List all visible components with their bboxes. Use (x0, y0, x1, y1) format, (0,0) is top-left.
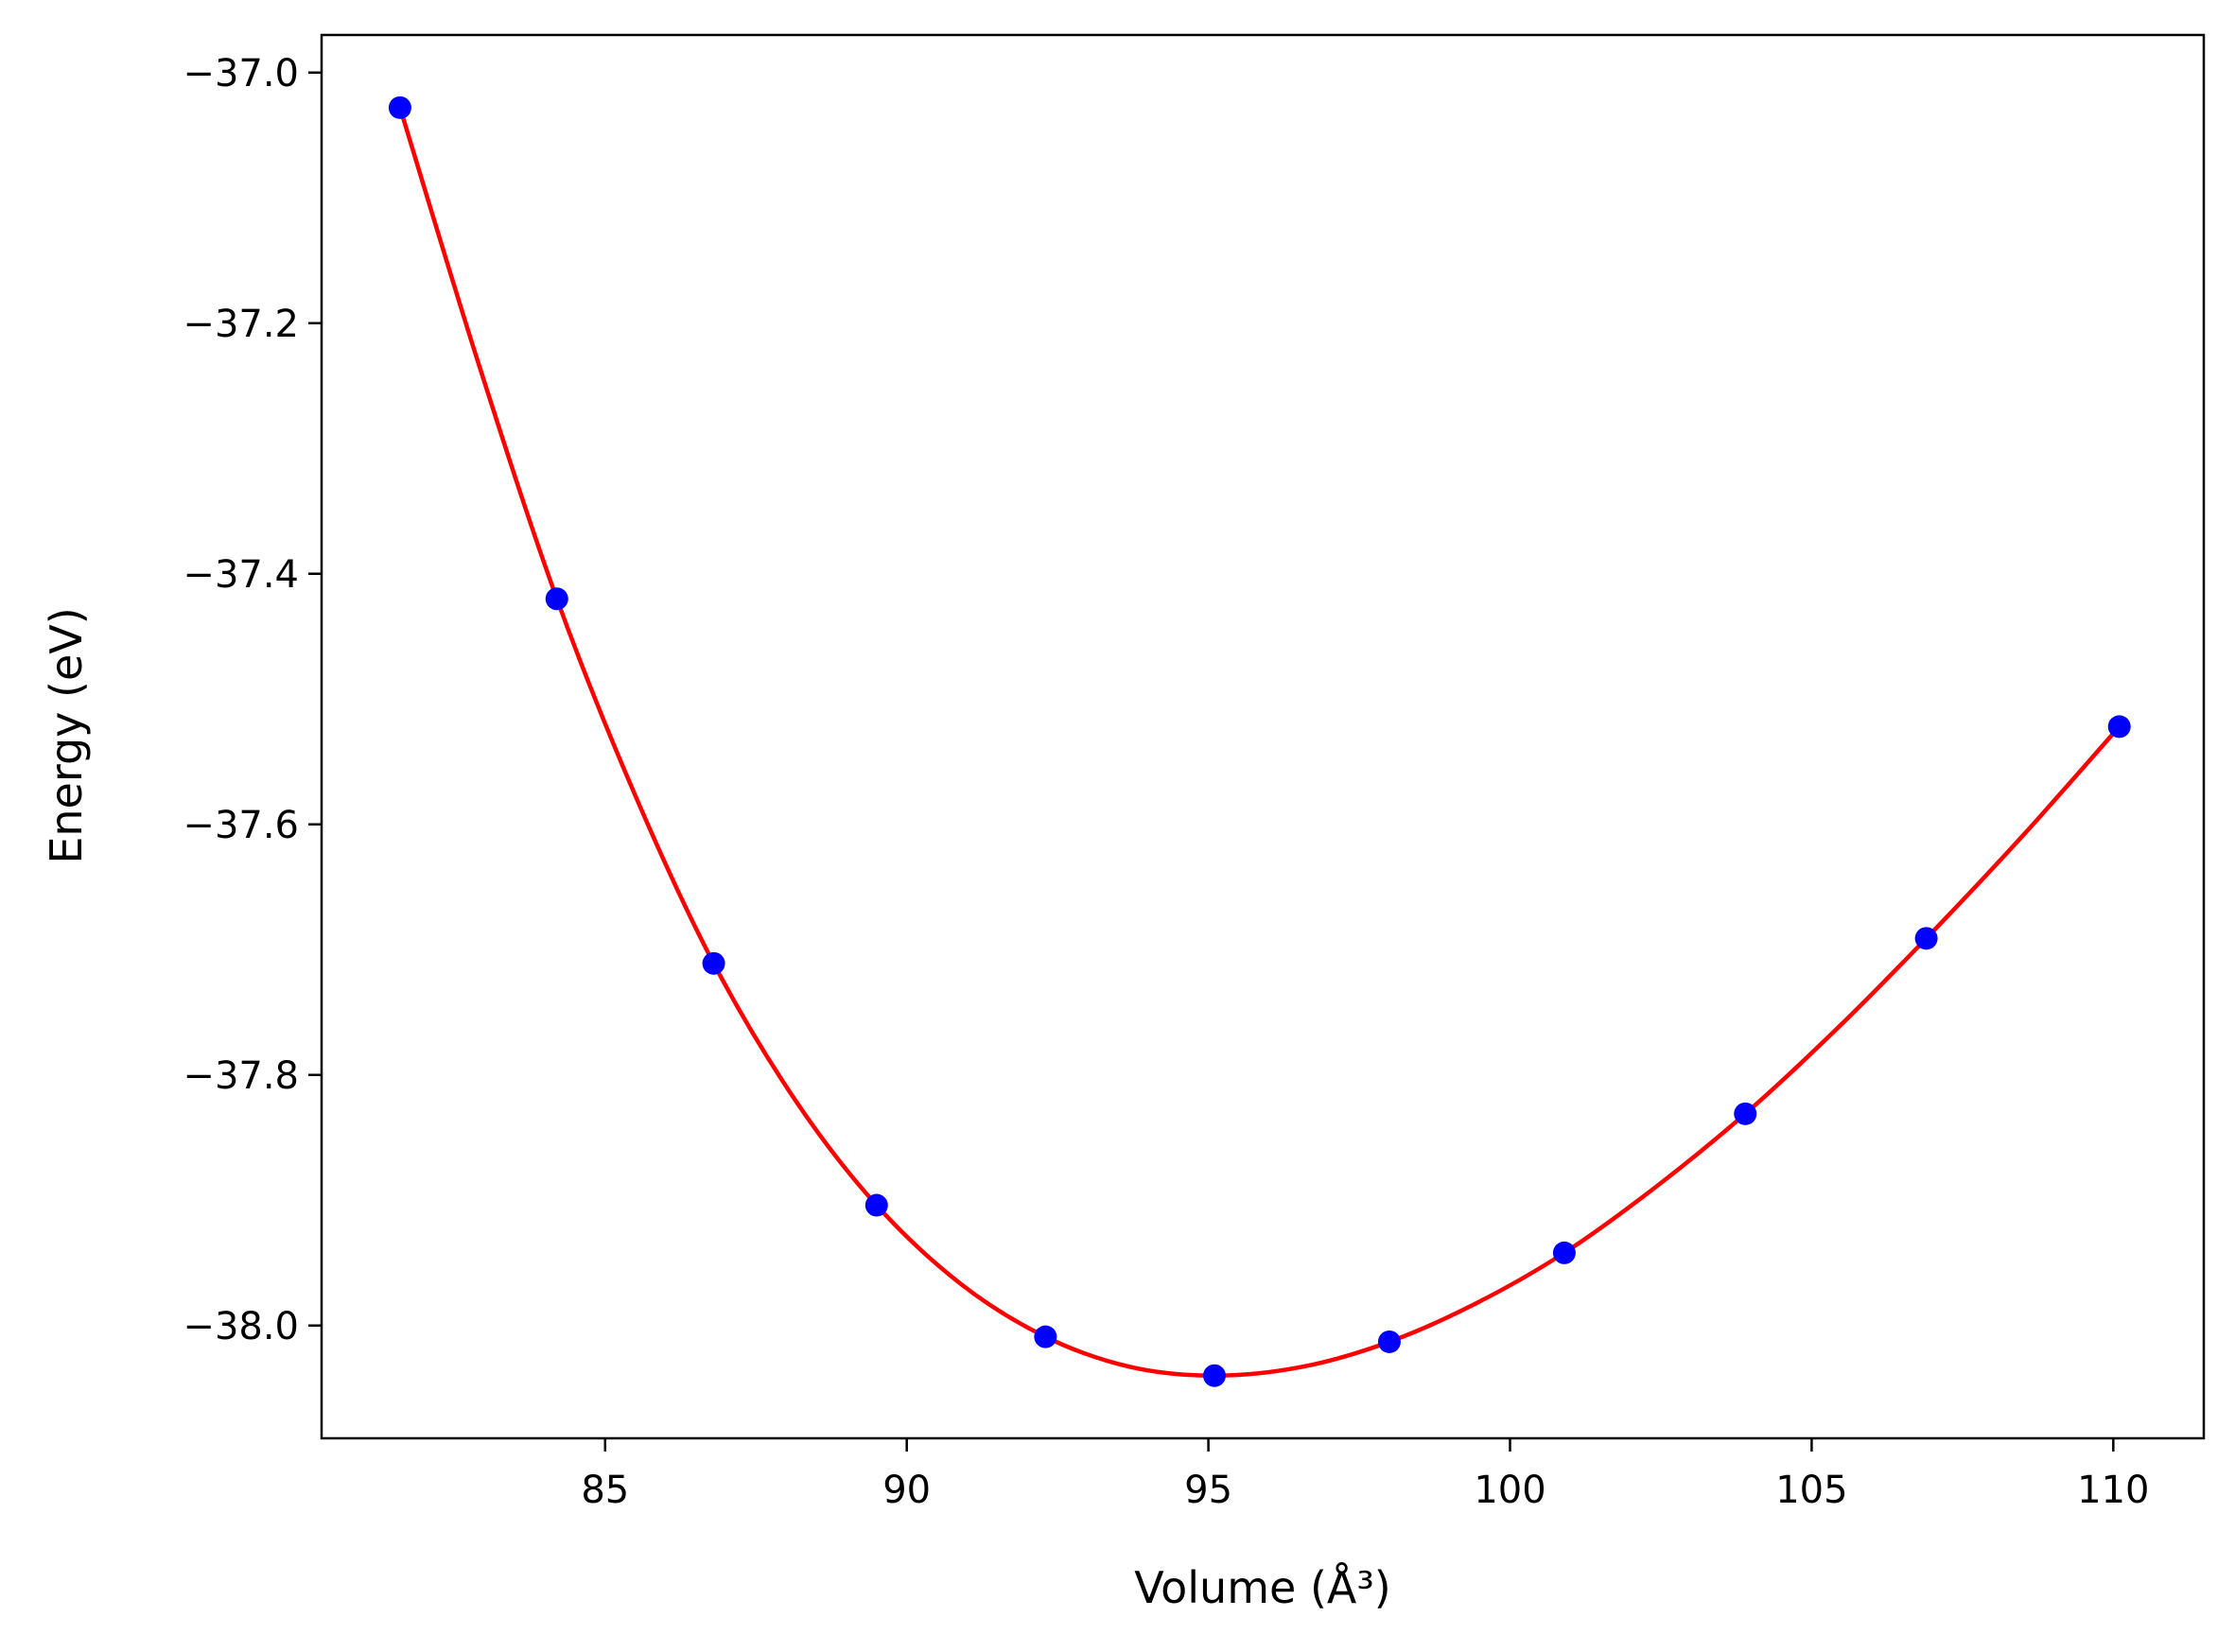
data-point (1202, 1364, 1226, 1387)
data-point (2107, 715, 2131, 739)
data-point (864, 1193, 888, 1217)
data-point (1377, 1330, 1401, 1353)
fit-curve-line (397, 107, 2122, 1379)
x-tick-label: 110 (2077, 1469, 2149, 1512)
x-tick-label: 90 (882, 1469, 931, 1512)
y-axis-ticks: −37.0 −37.2 −37.4 −37.6 −37.8 −38.0 (183, 52, 322, 1348)
x-tick-label: 95 (1184, 1469, 1232, 1512)
data-points-layer (388, 96, 2131, 1387)
data-point (388, 96, 411, 119)
y-tick-label: −37.2 (183, 303, 299, 346)
data-point (545, 587, 568, 611)
x-axis-ticks: 85 90 95 100 105 110 (581, 1438, 2150, 1512)
y-tick-label: −37.8 (183, 1054, 299, 1098)
y-tick-label: −37.0 (183, 52, 299, 96)
plot-frame (320, 33, 2206, 1440)
y-axis-label: Energy (eV) (41, 607, 92, 863)
y-tick-label: −38.0 (183, 1305, 299, 1348)
data-point (1552, 1241, 1576, 1264)
x-axis-label: Volume (Å³) (1134, 1562, 1391, 1613)
x-tick-label: 85 (581, 1469, 629, 1512)
data-point (1034, 1325, 1057, 1348)
data-point (1914, 927, 1938, 950)
fit-curve-layer (397, 107, 2122, 1379)
data-point (1734, 1102, 1757, 1125)
x-tick-label: 105 (1775, 1469, 1847, 1512)
y-tick-label: −37.6 (183, 804, 299, 847)
x-tick-label: 100 (1474, 1469, 1545, 1512)
data-point (702, 951, 725, 975)
y-tick-label: −37.4 (183, 553, 299, 597)
